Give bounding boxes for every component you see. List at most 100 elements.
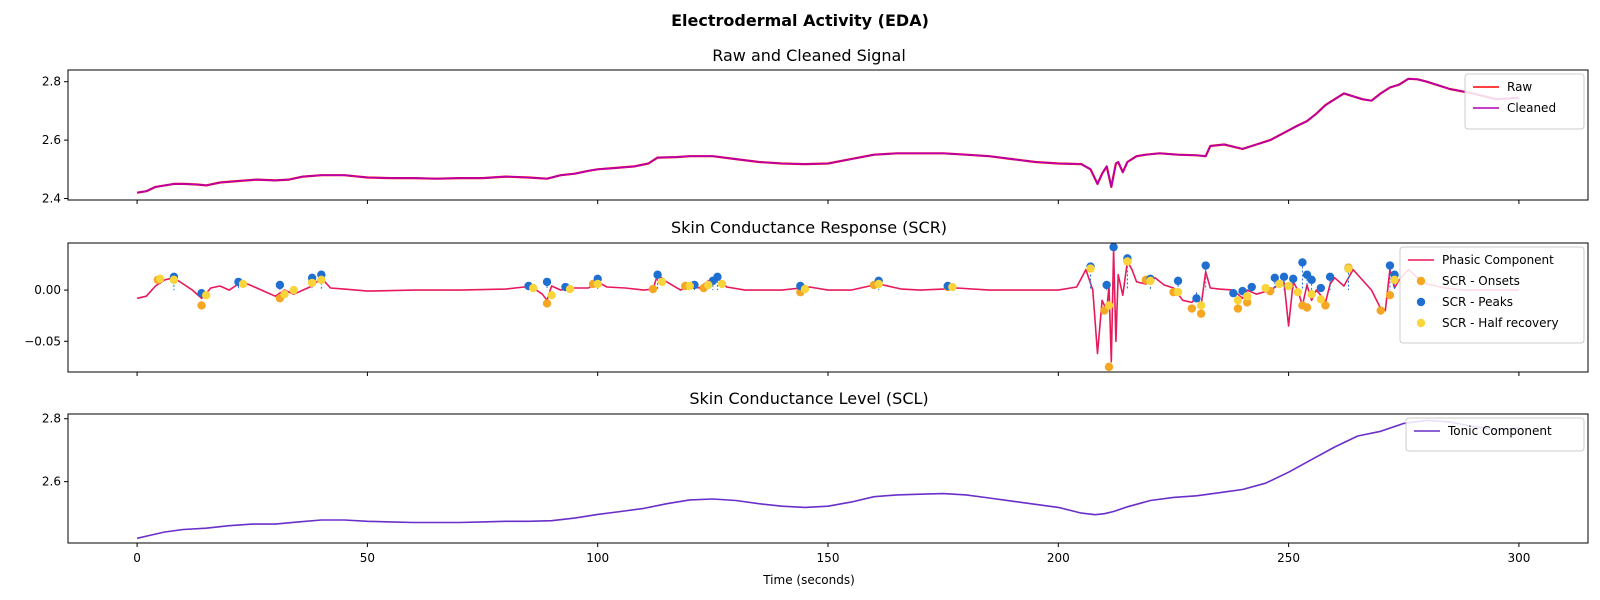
marker-scr-half-recovery <box>155 274 165 284</box>
marker-scr-onsets <box>1242 298 1252 307</box>
marker-scr-peaks <box>1247 282 1256 292</box>
marker-scr-onsets <box>1321 301 1330 310</box>
y-tick-label: 2.6 <box>42 133 61 147</box>
x-tick-label: 50 <box>360 551 375 565</box>
marker-scr-peaks <box>653 270 662 279</box>
marker-scr-half-recovery <box>529 283 538 293</box>
legend-dot-swatch <box>1416 276 1426 286</box>
y-tick-label: −0.05 <box>24 334 61 348</box>
marker-scr-peaks <box>1307 275 1316 285</box>
marker-scr-peaks <box>1298 258 1307 267</box>
marker-scr-half-recovery <box>948 282 957 292</box>
marker-scr-half-recovery <box>547 291 556 300</box>
panel-scl: Skin Conductance Level (SCL) 2.6 2.8 0 50 10… <box>42 389 1589 565</box>
marker-scr-peaks <box>1270 273 1279 283</box>
legend-label: Cleaned <box>1507 101 1556 115</box>
figure-title: Electrodermal Activity (EDA) <box>671 11 929 30</box>
marker-scr-onsets <box>197 301 206 310</box>
y-tick-label: 2.6 <box>42 475 61 489</box>
marker-scr-half-recovery <box>685 281 695 291</box>
marker-scr-onsets <box>1385 291 1395 300</box>
axes-frame <box>67 69 1589 201</box>
marker-scr-half-recovery <box>1390 275 1399 285</box>
marker-scr-half-recovery <box>874 279 883 289</box>
legend-label: Raw <box>1507 80 1532 94</box>
marker-scr-onsets <box>1196 309 1206 318</box>
panel-raw-cleaned: Raw and Cleaned Signal 2.4 2.6 2.8 Raw Clean… <box>42 46 1589 206</box>
panel-title-scl: Skin Conductance Level (SCL) <box>689 389 928 408</box>
marker-scr-half-recovery <box>1307 289 1316 299</box>
marker-scr-half-recovery <box>1261 283 1270 293</box>
legend-label: SCR - Half recovery <box>1442 316 1559 330</box>
marker-scr-onsets <box>1233 304 1243 313</box>
legend-dot-swatch <box>1416 318 1426 328</box>
marker-scr-peaks <box>542 277 552 287</box>
legend: Tonic Component <box>1405 417 1585 452</box>
marker-scr-onsets <box>542 299 552 308</box>
marker-scr-peaks <box>1316 283 1326 293</box>
y-tick-label: 2.8 <box>42 75 61 89</box>
marker-scr-half-recovery <box>1173 287 1183 297</box>
y-tick-label: 2.4 <box>42 192 61 206</box>
marker-scr-half-recovery <box>657 277 667 287</box>
marker-scr-peaks <box>1279 272 1289 281</box>
marker-scr-half-recovery <box>201 291 211 300</box>
marker-scr-half-recovery <box>1146 276 1155 286</box>
x-tick-label: 300 <box>1507 551 1530 565</box>
y-tick-label: 2.8 <box>42 412 61 426</box>
marker-scr-half-recovery <box>565 284 575 294</box>
marker-scr-half-recovery <box>1316 295 1326 304</box>
marker-scr-peaks <box>1229 288 1238 298</box>
marker-scr-onsets <box>1302 303 1312 312</box>
marker-scr-half-recovery <box>1275 279 1284 289</box>
marker-scr-half-recovery <box>1242 292 1252 301</box>
x-axis-label: Time (seconds) <box>762 573 855 587</box>
legend: Raw Cleaned <box>1464 73 1585 130</box>
marker-scr-half-recovery <box>717 279 727 289</box>
marker-scr-peaks <box>1385 261 1395 270</box>
marker-scr-half-recovery <box>1344 264 1353 273</box>
x-tick-label: 250 <box>1277 551 1300 565</box>
marker-scr-onsets <box>1376 306 1385 315</box>
marker-scr-peaks <box>1325 272 1335 281</box>
marker-scr-half-recovery <box>238 279 248 289</box>
legend-label: Phasic Component <box>1442 253 1554 267</box>
legend-label: Tonic Component <box>1447 424 1552 438</box>
x-tick-label: 150 <box>817 551 840 565</box>
x-tick-label: 0 <box>133 551 141 565</box>
marker-scr-half-recovery <box>593 279 602 289</box>
marker-scr-peaks <box>275 280 285 290</box>
axes-frame <box>67 413 1589 544</box>
marker-scr-peaks <box>1201 261 1210 270</box>
marker-scr-half-recovery <box>1123 257 1132 266</box>
legend: Phasic Component SCR - Onsets SCR - Peaks S… <box>1399 246 1585 344</box>
marker-scr-peaks <box>1109 243 1118 252</box>
marker-scr-half-recovery <box>1293 287 1303 297</box>
marker-scr-half-recovery <box>1284 281 1293 291</box>
x-tick-label: 100 <box>586 551 609 565</box>
marker-scr-half-recovery <box>1196 301 1206 310</box>
panel-scr: Skin Conductance Response (SCR) −0.05 0.0… <box>24 218 1589 376</box>
marker-scr-half-recovery <box>704 280 713 290</box>
marker-scr-onsets <box>1187 304 1197 313</box>
panel-title-scr: Skin Conductance Response (SCR) <box>671 218 947 237</box>
axes-frame <box>67 242 1589 373</box>
series-line-phasic-component <box>136 248 1519 363</box>
panel-title-raw-cleaned: Raw and Cleaned Signal <box>712 46 906 65</box>
marker-scr-half-recovery <box>317 275 326 285</box>
legend-dot-swatch <box>1416 297 1426 307</box>
marker-scr-peaks <box>1173 276 1183 286</box>
marker-scr-peaks <box>713 272 722 281</box>
marker-scr-peaks <box>1289 274 1298 284</box>
marker-scr-half-recovery <box>1233 296 1243 305</box>
legend-box <box>1405 417 1585 452</box>
marker-scr-half-recovery <box>169 275 179 285</box>
marker-scr-peaks <box>1192 294 1201 303</box>
marker-scr-onsets <box>648 284 658 294</box>
marker-scr-half-recovery <box>307 278 317 288</box>
x-tick-label: 200 <box>1047 551 1070 565</box>
marker-scr-half-recovery <box>1086 264 1095 273</box>
legend-label: SCR - Onsets <box>1442 274 1520 288</box>
marker-scr-half-recovery <box>800 284 810 294</box>
